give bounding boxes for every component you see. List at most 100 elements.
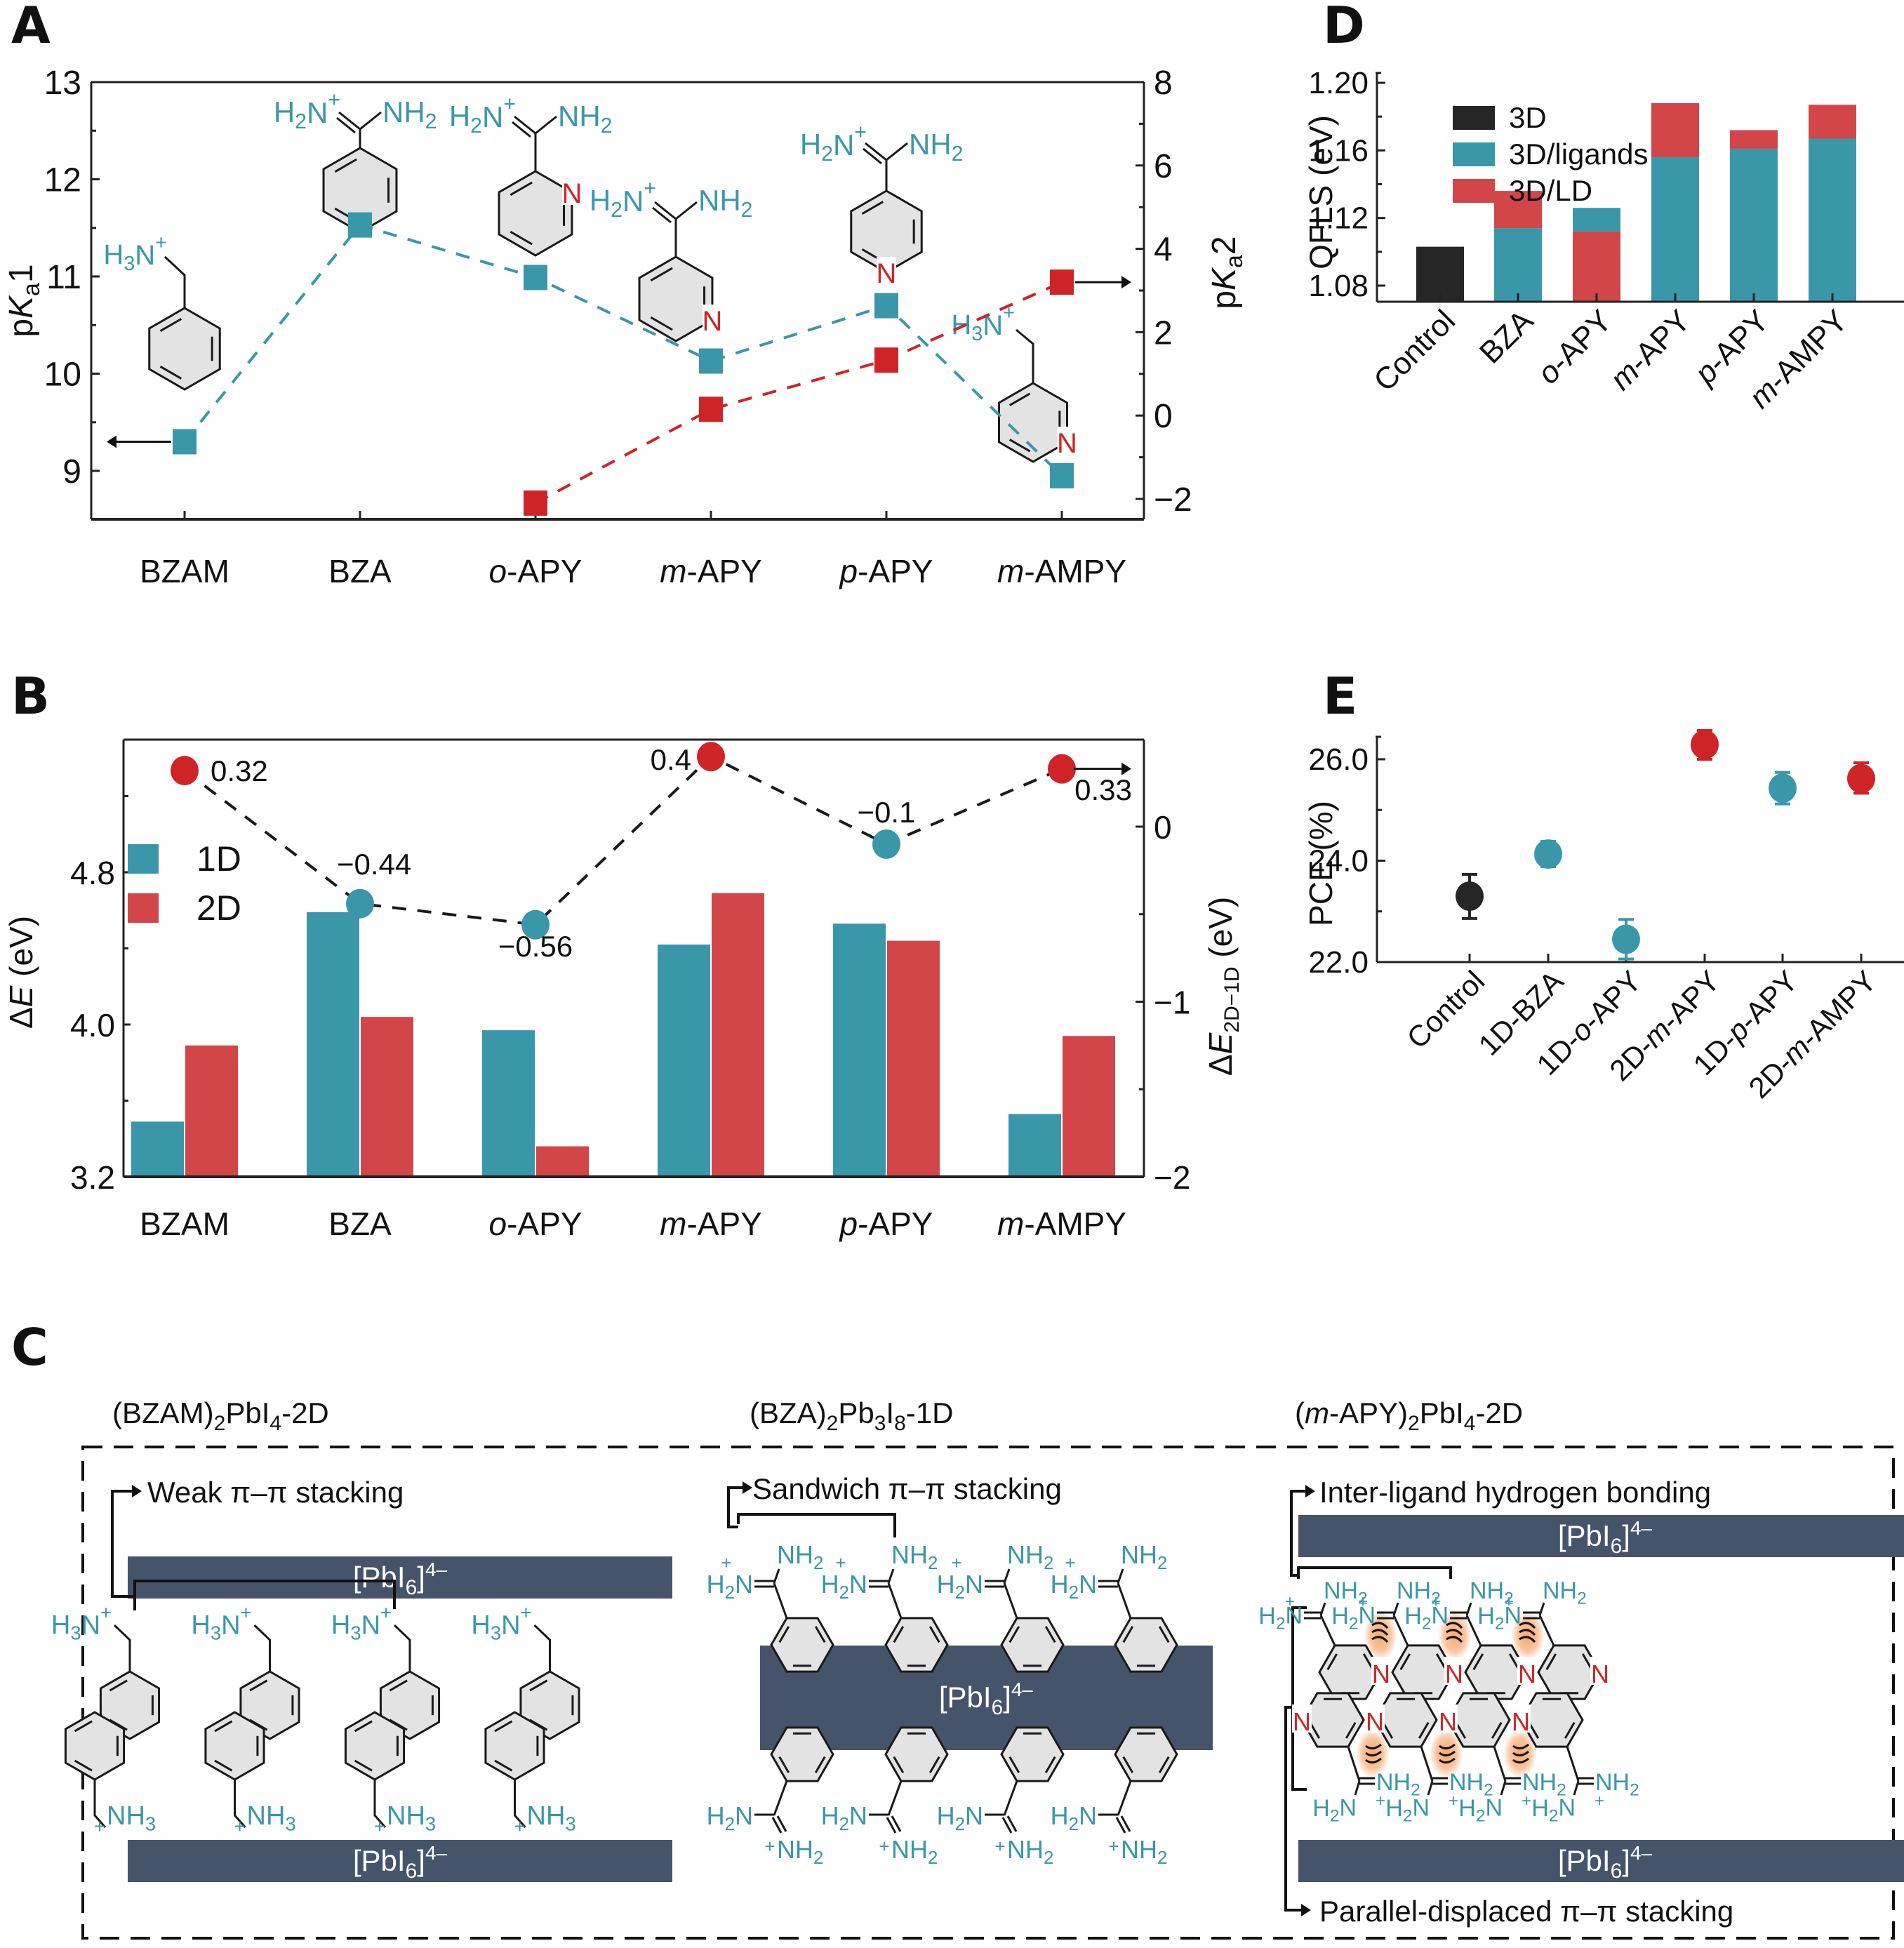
data-point-1D-p-APY xyxy=(1769,773,1797,803)
ring-n-mask xyxy=(1365,1704,1385,1733)
ring-n-mask xyxy=(1590,1657,1610,1685)
ring-double-bond xyxy=(1158,1756,1170,1773)
bza-upper-bond-nh2 xyxy=(1003,1568,1011,1584)
hbond-glow xyxy=(1438,1610,1472,1661)
bzam-lower-chain xyxy=(373,1780,387,1828)
mapy-lower-stem xyxy=(1347,1746,1361,1782)
bza-upper-amine: NH2 xyxy=(1007,1540,1053,1573)
bza-lower-double-b xyxy=(891,1815,902,1832)
data-point-2D-m-AMPY xyxy=(1847,763,1875,794)
ring-nitrogen-label: N xyxy=(1512,1707,1530,1736)
panel-b-energy-chart: 3.2 4.0 4.8 −2 −1 0 BZAM BZA o-APY m-APY p-APY m-AM… xyxy=(3,738,1244,1242)
ring-double-bond xyxy=(510,230,533,246)
mapy-lower-pyridine-ring: N xyxy=(1292,1692,1365,1748)
ring-double-bond xyxy=(814,1756,826,1773)
bzam-upper-amine: H3N+ xyxy=(331,1601,392,1643)
y-right-axis-title: ΔE2D−1D (eV) xyxy=(1202,897,1244,1076)
delta-value-label: 0.33 xyxy=(1074,773,1132,806)
bzam-weak-stacking-arrow-head xyxy=(132,1485,142,1497)
data-point-pKa1 xyxy=(173,429,197,455)
bza-lower-charge: + xyxy=(879,1836,889,1857)
mapy-stacking-arrow-head xyxy=(1301,1904,1311,1916)
m-apy-amidine-bonds xyxy=(654,201,698,220)
ring-double-bond xyxy=(1122,1626,1134,1643)
panel-label-a: A xyxy=(11,0,51,55)
y-right-tick-label: 6 xyxy=(1154,148,1173,185)
mapy-stacking-bracket xyxy=(1291,1606,1307,1791)
bzam-upper-ring xyxy=(99,1670,161,1740)
bza-upper-bond-nh2 xyxy=(773,1568,780,1584)
y-right-tick-label: 8 xyxy=(1154,65,1173,102)
bzam-lower-chain xyxy=(93,1780,107,1828)
mapy-lower-amine: H2N xyxy=(1531,1794,1576,1825)
x-tick-label: o-APY xyxy=(489,1206,582,1242)
mapy-lower-iminium: NH2 xyxy=(1522,1769,1566,1799)
bzam-amine-label: H3N+ xyxy=(103,232,167,275)
bza-lower-charge: + xyxy=(994,1836,1005,1857)
bza-upper-amine: NH2 xyxy=(777,1540,823,1573)
hbond-wave xyxy=(1439,1750,1456,1756)
y-right-tick-label: 0 xyxy=(1154,809,1172,846)
bza-lower-double-b xyxy=(1120,1815,1131,1832)
ring-double-bond xyxy=(510,181,533,196)
mapy-upper-pyridine-ring: N xyxy=(1537,1644,1610,1700)
y-right-tick-label: −2 xyxy=(1154,1159,1190,1196)
bzam-benzene-ring xyxy=(148,307,221,391)
bza-lower-double-a xyxy=(1001,1817,1013,1834)
x-tick-label: BZA xyxy=(328,1206,392,1242)
ring-double-bond xyxy=(354,1720,373,1733)
y-left-axis-title: ΔE (eV) xyxy=(3,916,39,1029)
mapy-upper-stem xyxy=(1538,1615,1555,1646)
stacked-bar-segment-3D-LD xyxy=(1494,191,1542,229)
bzam-bottom-slab xyxy=(128,1840,672,1882)
hbond-wave xyxy=(1512,1743,1529,1749)
y-right-axis-title: pKa2 xyxy=(1206,236,1248,309)
ring-nitrogen-label: N xyxy=(1372,1660,1390,1688)
m-apy-amidine-left: H2N+ xyxy=(590,177,656,222)
bar-1D xyxy=(658,945,710,1177)
ring-nitrogen-label: N xyxy=(877,258,897,289)
ring-n-mask xyxy=(1517,1657,1537,1685)
bzam-lower-ammonium: NH3 xyxy=(107,1801,156,1834)
mapy-upper-amine: NH2 xyxy=(1543,1577,1587,1608)
x-tick-label: m-APY xyxy=(660,553,762,589)
bza-upper-bond-nh2 xyxy=(1117,1568,1124,1584)
stacked-bar-segment-3D-LD xyxy=(1809,105,1856,139)
mapy-lower-stem xyxy=(1420,1746,1434,1782)
mapy-lower-stem xyxy=(1566,1746,1580,1782)
y-left-tick-label: 4.8 xyxy=(70,855,115,891)
bzam-upper-amine: H3N+ xyxy=(51,1601,112,1643)
stacked-bar-segment-3D-ligands xyxy=(1494,228,1542,302)
y-left-tick-label: 9 xyxy=(62,453,81,491)
bzam-upper-chain xyxy=(533,1624,551,1672)
ring-n-mask xyxy=(1511,1704,1531,1733)
mapy-upper-charge: + xyxy=(1504,1592,1514,1611)
hbond-wave xyxy=(1512,1757,1529,1763)
y-left-axis-title: pKa1 xyxy=(3,264,45,337)
hbond-wave xyxy=(1365,1757,1382,1763)
o-apy-amidine-right: NH2 xyxy=(558,100,613,138)
mapy-hbond-bracket xyxy=(1297,1566,1452,1579)
y-right-tick-label: −2 xyxy=(1154,481,1192,519)
stacked-bar-segment-3D-ligands xyxy=(1809,138,1856,302)
ring-double-bond xyxy=(778,1756,790,1773)
bza-upper-ring xyxy=(1000,1617,1065,1673)
hbond-wave xyxy=(1371,1622,1389,1629)
ring-double-bond xyxy=(249,1679,268,1692)
structure-title: (BZAM)2PbI4-2D xyxy=(112,1396,329,1435)
bzam-lower-charge: + xyxy=(514,1815,525,1837)
mapy-upper-iminium: H2N xyxy=(1477,1602,1522,1633)
bzam-lower-ring xyxy=(204,1711,265,1781)
ring-double-bond xyxy=(1044,1626,1056,1643)
y-left-tick-label: 13 xyxy=(44,65,81,102)
arrow-head-right xyxy=(1121,276,1131,289)
data-point-1D-o-APY xyxy=(1612,924,1640,954)
bzam-lower-charge: + xyxy=(234,1815,245,1837)
hbond-glow xyxy=(1356,1728,1390,1779)
mapy-upper-pyridine-ring: N xyxy=(1464,1644,1537,1700)
x-tick-label: BZA xyxy=(1473,303,1540,371)
ring-double-bond xyxy=(1008,1756,1020,1773)
legend-swatch xyxy=(1453,142,1495,166)
m-apy-amidine-double xyxy=(652,206,672,224)
mapy-stacking-label: Parallel-displaced π–π stacking xyxy=(1319,1895,1733,1928)
